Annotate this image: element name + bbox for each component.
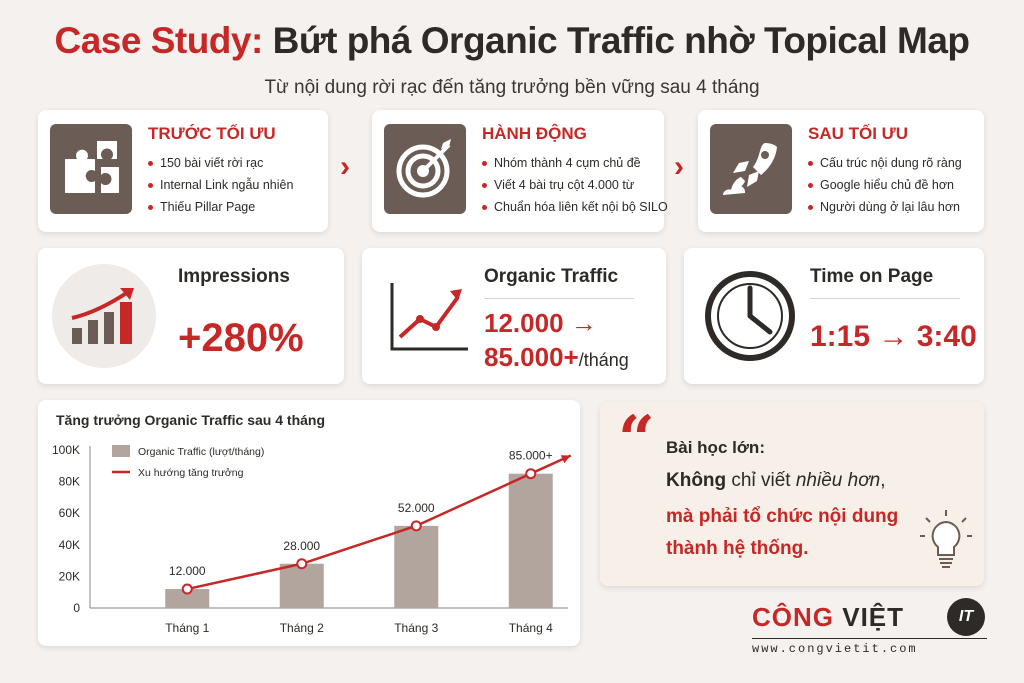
step-list: Cấu trúc nội dung rõ ràng Google hiểu ch… xyxy=(808,156,962,222)
chart-bar xyxy=(165,589,210,608)
chart-title: Tăng trưởng Organic Traffic sau 4 tháng xyxy=(56,412,326,428)
step-card-before: TRƯỚC TỐI ƯU 150 bài viết rời rạc Intern… xyxy=(38,110,328,232)
y-tick-label: 20K xyxy=(59,569,80,583)
brand-logo: CÔNG VIỆT xyxy=(752,602,905,632)
trend-point xyxy=(181,583,193,595)
metric-card-traffic: Organic Traffic 12.000 → 85.000+/tháng xyxy=(362,248,666,384)
clock-icon xyxy=(698,264,802,368)
metric-card-time: Time on Page 1:15 → 3:40 xyxy=(684,248,984,384)
list-item: Cấu trúc nội dung rõ ràng xyxy=(808,156,962,170)
list-item: Viết 4 bài trụ cột 4.000 từ xyxy=(482,178,668,192)
target-icon xyxy=(384,124,466,214)
step-title: TRƯỚC TỐI ƯU xyxy=(148,124,276,143)
page-title: Case Study: Bứt phá Organic Traffic nhờ … xyxy=(54,20,970,61)
lesson-card: “ Bài học lớn: Không chỉ viết nhiều hơn,… xyxy=(600,402,984,586)
step-list: 150 bài viết rời rạc Internal Link ngẫu … xyxy=(148,156,293,222)
data-label: 85.000+ xyxy=(509,449,553,463)
y-tick-label: 100K xyxy=(52,443,80,457)
lesson-line: thành hệ thống. xyxy=(666,538,809,559)
page-subtitle: Từ nội dung rời rạc đến tăng trưởng bền … xyxy=(264,77,760,98)
metric-label: Time on Page xyxy=(810,266,934,287)
trend-arrow xyxy=(560,455,571,464)
metric-label: Organic Traffic xyxy=(484,266,619,287)
brand-badge: IT xyxy=(947,598,985,636)
data-label: 28.000 xyxy=(283,539,320,553)
data-label: 12.000 xyxy=(169,564,206,578)
data-label: 52.000 xyxy=(398,501,435,515)
divider xyxy=(752,638,987,639)
lesson-heading: Bài học lớn: xyxy=(666,438,765,457)
step-title: HÀNH ĐỘNG xyxy=(482,124,587,143)
list-item: Người dùng ở lại lâu hơn xyxy=(808,200,962,214)
chart-bar xyxy=(279,563,324,608)
brand-url[interactable]: www.congvietit.com xyxy=(752,642,918,656)
x-tick-label: Tháng 3 xyxy=(394,621,438,635)
list-item: Google hiểu chủ đề hơn xyxy=(808,178,962,192)
metric-value-to: 85.000+/tháng xyxy=(484,342,629,372)
lightbulb-icon xyxy=(920,510,972,568)
metric-card-impressions: Impressions +280% xyxy=(38,248,344,384)
x-tick-label: Tháng 1 xyxy=(165,621,209,635)
x-tick-label: Tháng 2 xyxy=(280,621,324,635)
step-card-after: SAU TỐI ƯU Cấu trúc nội dung rõ ràng Goo… xyxy=(698,110,984,232)
metric-value-from: 12.000 → xyxy=(484,308,597,338)
rocket-icon xyxy=(710,124,792,214)
x-tick-label: Tháng 4 xyxy=(509,621,553,635)
step-list: Nhóm thành 4 cụm chủ đề Viết 4 bài trụ c… xyxy=(482,156,668,222)
metric-label: Impressions xyxy=(178,266,290,287)
list-item: Internal Link ngẫu nhiên xyxy=(148,178,293,192)
lesson-line: mà phải tổ chức nội dung xyxy=(666,506,899,527)
legend-label: Xu hướng tăng trưởng xyxy=(138,467,244,479)
line-chart-icon xyxy=(376,264,480,368)
metric-value: 1:15 → 3:40 xyxy=(810,320,977,353)
y-tick-label: 40K xyxy=(59,538,80,552)
traffic-chart: 0 20K 40K 60K 80K 100K Tháng 1 Tháng 2 Tháng 3 Th… xyxy=(52,443,572,635)
list-item: Thiếu Pillar Page xyxy=(148,200,293,214)
metric-value: +280% xyxy=(178,316,304,360)
puzzle-icon xyxy=(50,124,132,214)
chevron-right-icon: › xyxy=(674,150,684,183)
chart-bar xyxy=(508,473,553,608)
chart-bar xyxy=(394,525,439,608)
legend-label: Organic Traffic (lượt/tháng) xyxy=(138,446,264,458)
chart-card: Tăng trưởng Organic Traffic sau 4 tháng … xyxy=(38,400,580,646)
chevron-right-icon: › xyxy=(340,150,350,183)
quote-icon: “ xyxy=(618,402,655,477)
step-card-action: HÀNH ĐỘNG Nhóm thành 4 cụm chủ đề Viết 4… xyxy=(372,110,668,232)
y-tick-label: 80K xyxy=(59,475,80,489)
trend-point xyxy=(410,520,422,532)
lesson-line: Không chỉ viết nhiều hơn, xyxy=(666,470,886,491)
y-tick-label: 0 xyxy=(73,601,80,615)
list-item: 150 bài viết rời rạc xyxy=(148,156,293,170)
bar-growth-icon xyxy=(52,264,156,368)
divider xyxy=(810,298,960,299)
trend-point xyxy=(525,468,537,480)
legend-swatch-bar xyxy=(112,445,130,457)
step-title: SAU TỐI ƯU xyxy=(808,124,909,143)
trend-point xyxy=(296,558,308,570)
list-item: Chuẩn hóa liên kết nội bộ SILO xyxy=(482,200,668,214)
divider xyxy=(484,298,634,299)
list-item: Nhóm thành 4 cụm chủ đề xyxy=(482,156,668,170)
y-tick-label: 60K xyxy=(59,506,80,520)
